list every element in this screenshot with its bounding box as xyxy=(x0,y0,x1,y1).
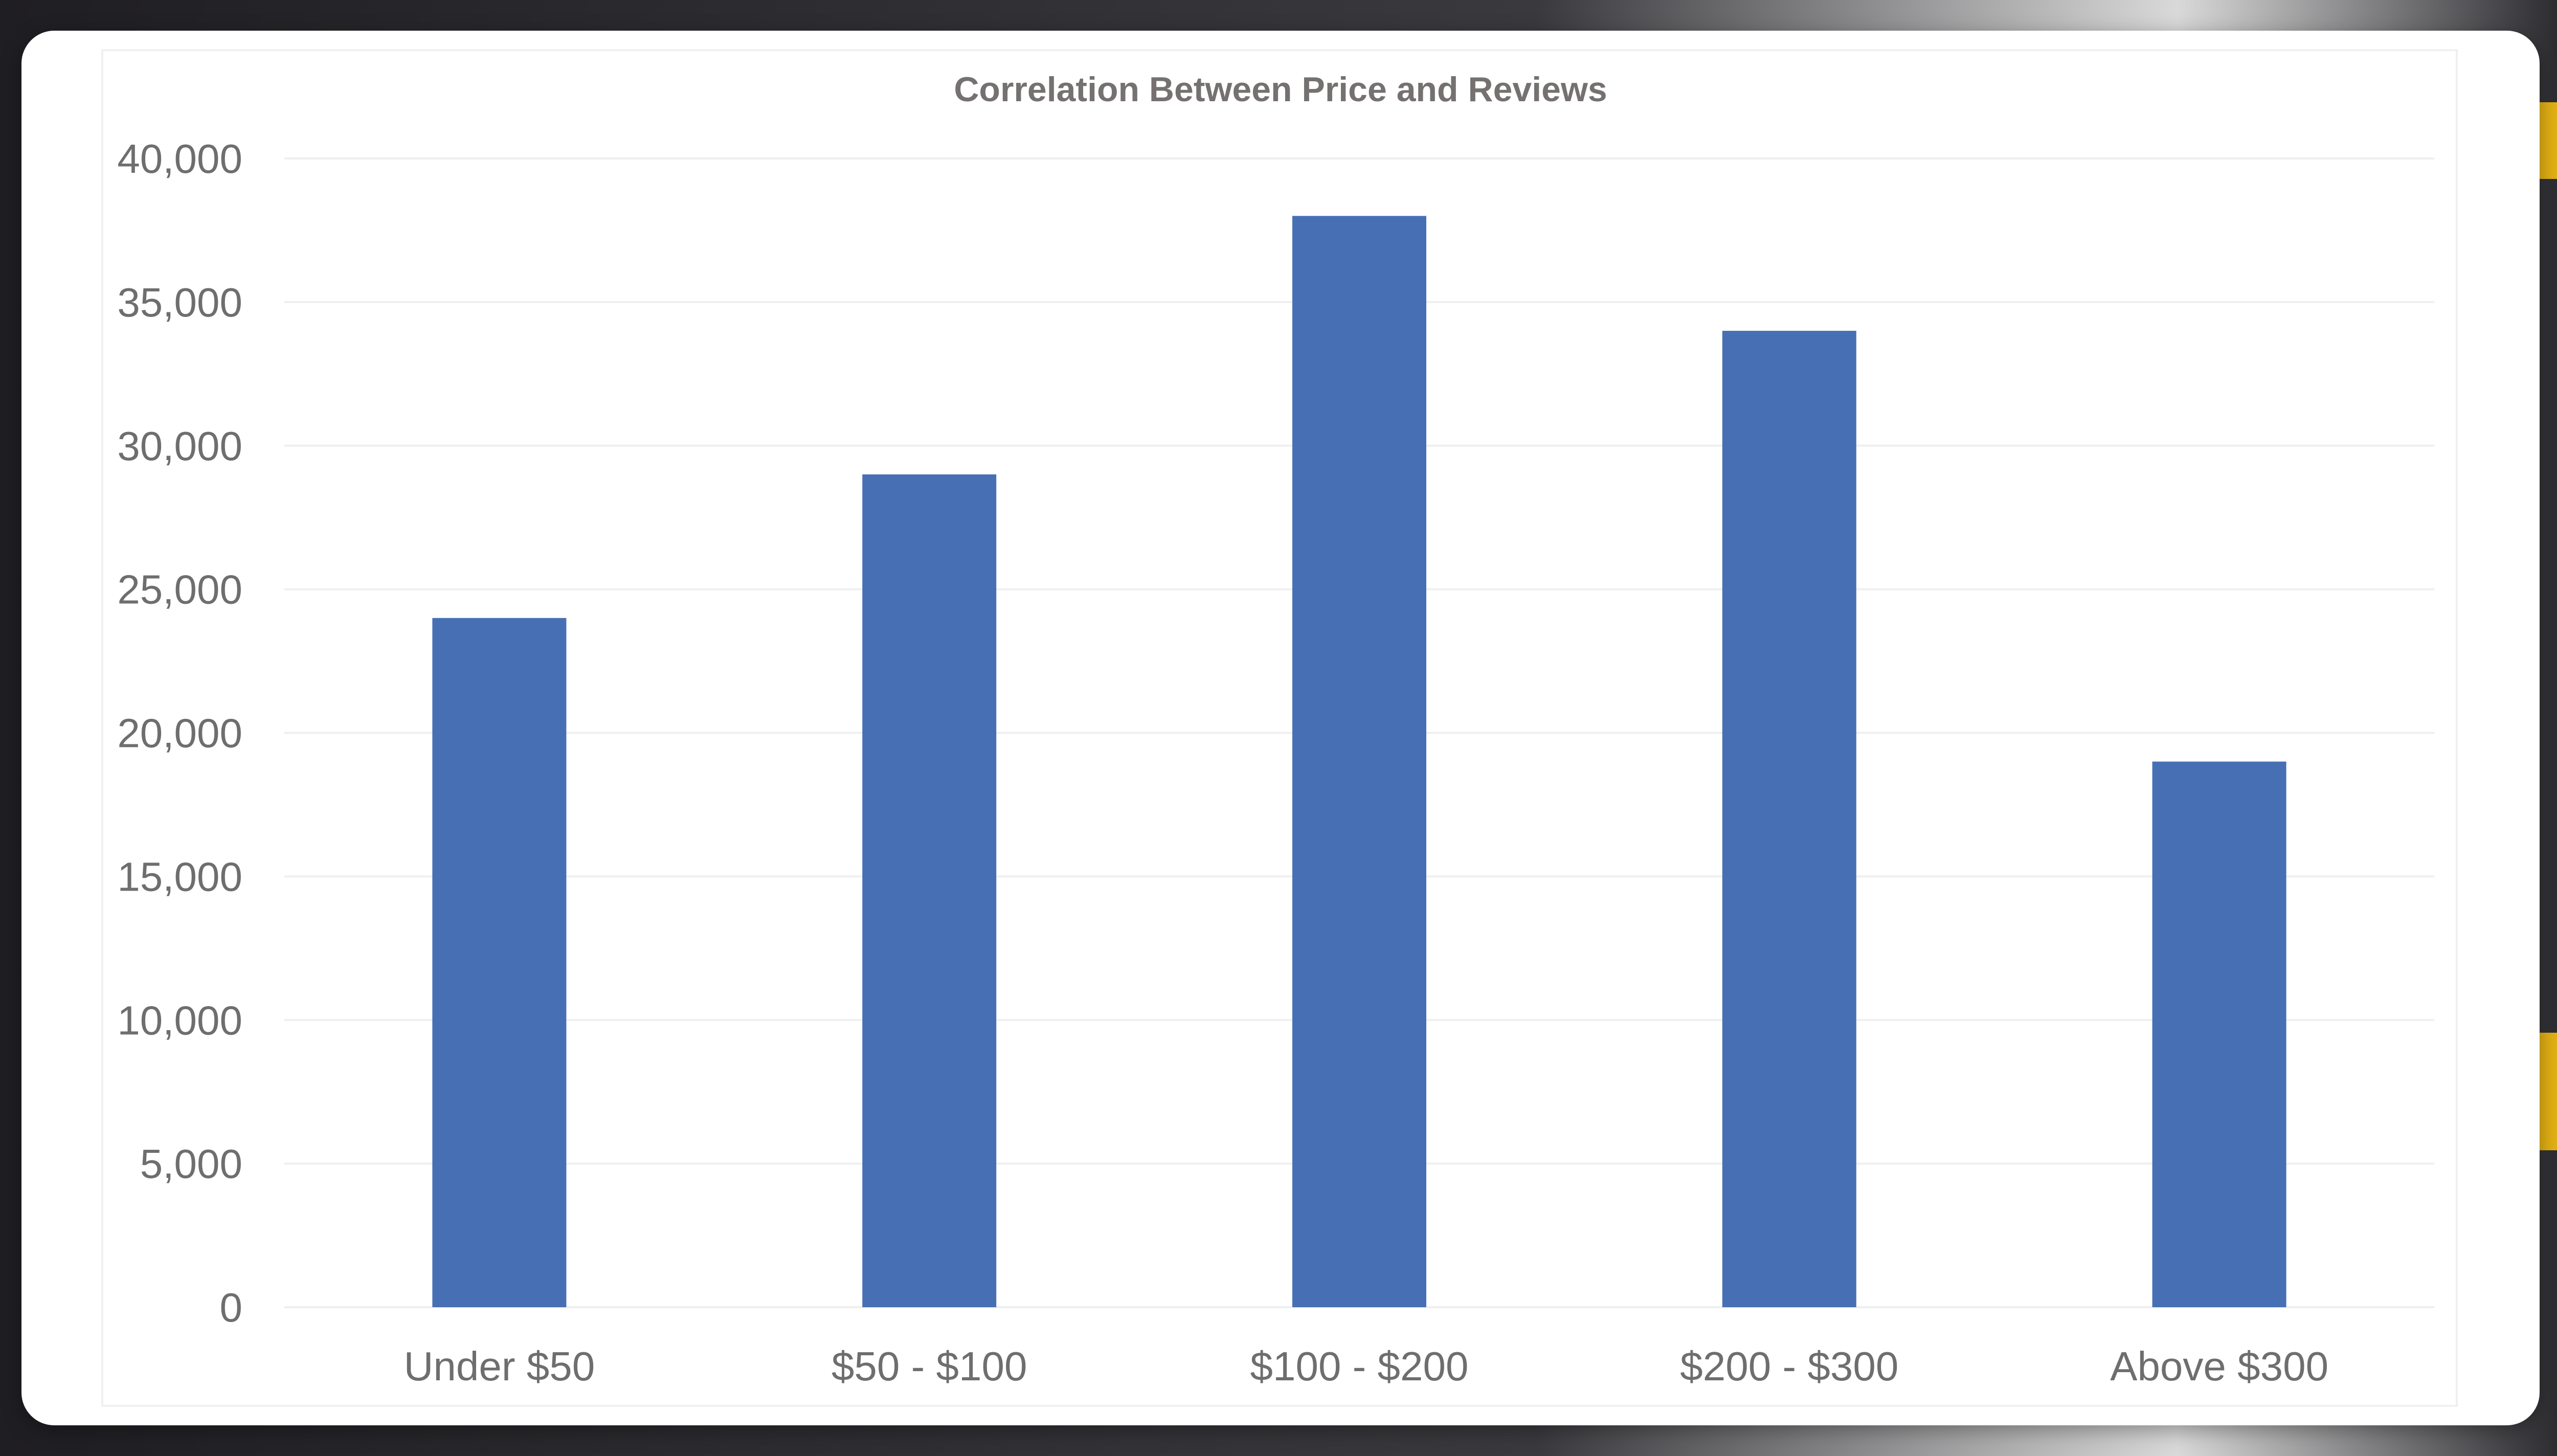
y-tick-label: 10,000 xyxy=(117,997,242,1043)
x-tick-label: $50 - $100 xyxy=(832,1344,1027,1389)
y-tick-label: 15,000 xyxy=(117,854,242,899)
x-tick-label: Above $300 xyxy=(2110,1344,2328,1389)
y-tick-label: 30,000 xyxy=(117,423,242,469)
x-tick-label: Under $50 xyxy=(404,1344,595,1389)
y-tick-label: 25,000 xyxy=(117,567,242,612)
y-tick-label: 5,000 xyxy=(140,1141,242,1187)
y-tick-label: 0 xyxy=(220,1285,243,1330)
bars xyxy=(432,216,2286,1307)
bar xyxy=(1722,331,1856,1307)
chart-title: Correlation Between Price and Reviews xyxy=(954,70,1607,109)
y-tick-label: 20,000 xyxy=(117,711,242,756)
bar xyxy=(1292,216,1426,1307)
x-tick-label: $100 - $200 xyxy=(1250,1344,1468,1389)
chart-area-border xyxy=(101,49,2458,1407)
background-accent xyxy=(2537,1033,2557,1150)
y-tick-label: 35,000 xyxy=(117,280,242,325)
bar xyxy=(862,474,997,1307)
x-tick-label: $200 - $300 xyxy=(1680,1344,1898,1389)
x-axis-ticks: Under $50 $50 - $100 $100 - $200 $200 - $30… xyxy=(404,1344,2329,1389)
bar xyxy=(2152,761,2286,1307)
y-axis-ticks: 0 5,000 10,000 15,000 20,000 25,000 30,000 35,0… xyxy=(117,136,242,1330)
background-accent xyxy=(2537,102,2557,179)
y-tick-label: 40,000 xyxy=(117,136,242,181)
bar xyxy=(432,618,567,1307)
